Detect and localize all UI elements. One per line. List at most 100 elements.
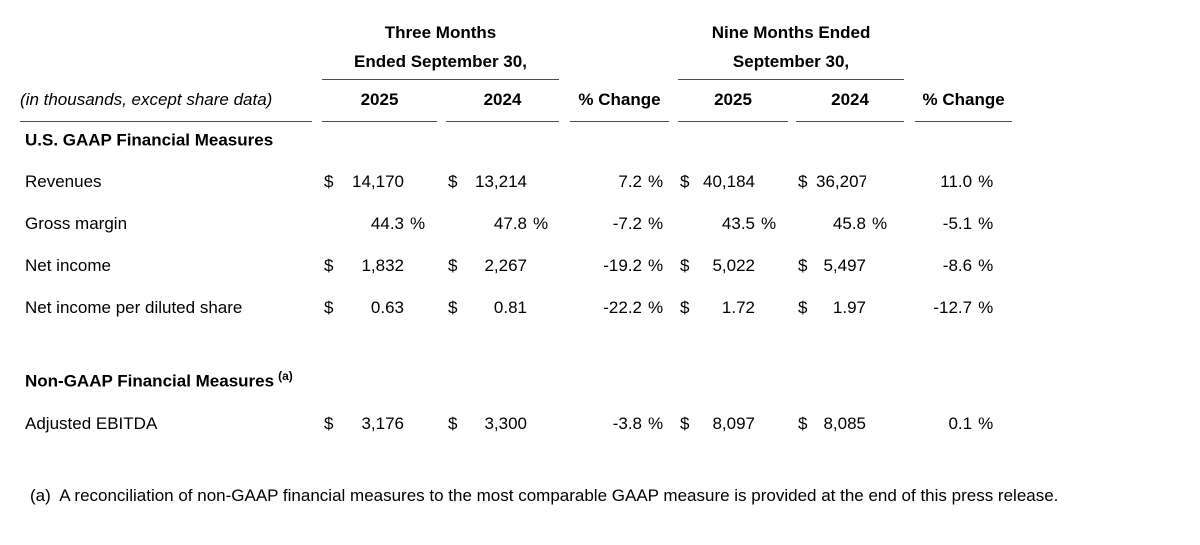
currency-symbol: $ xyxy=(448,172,458,191)
cell-value: -22.2 xyxy=(603,298,642,317)
currency-symbol xyxy=(796,203,816,245)
cell-value: 8,085 xyxy=(823,414,866,433)
percent-sign xyxy=(755,402,788,446)
cell-value: 0.81 xyxy=(493,298,527,317)
col-header-tm-change: % Change xyxy=(570,79,669,122)
percent-sign: % xyxy=(648,256,664,275)
cell-value: 8,097 xyxy=(712,414,755,433)
col-header-nm-2025: 2025 xyxy=(678,79,788,122)
table-row: Adjusted EBITDA $ 3,176 $ 3,300 -3.8 % $… xyxy=(20,402,1012,446)
col-header-nm-2024: 2024 xyxy=(796,79,905,122)
group-title-nine-months: Nine Months Ended xyxy=(711,23,871,42)
cell-value: 1.97 xyxy=(832,298,866,317)
currency-symbol: $ xyxy=(324,298,334,317)
percent-sign xyxy=(404,161,437,203)
percent-sign xyxy=(527,402,559,446)
cell-value: -5.1 xyxy=(942,214,973,233)
cell-value: -8.6 xyxy=(942,256,973,275)
percent-sign xyxy=(866,161,904,203)
currency-symbol: $ xyxy=(798,172,808,191)
row-label: Revenues xyxy=(25,172,102,191)
percent-sign: % xyxy=(978,256,994,275)
press-release-page: { "table": { "note": "(in thousands, exc… xyxy=(0,8,1200,545)
percent-sign xyxy=(755,245,788,287)
currency-symbol xyxy=(322,203,342,245)
row-label: Net income per diluted share xyxy=(25,298,243,317)
cell-value: -7.2 xyxy=(612,214,642,233)
percent-sign xyxy=(755,287,788,329)
table-row: Net income $ 1,832 $ 2,267 -19.2 % $ 5,0… xyxy=(20,245,1012,287)
group-title-three-months: Three Months xyxy=(384,23,497,42)
percent-sign xyxy=(866,402,904,446)
cell-value: 40,184 xyxy=(703,172,755,191)
percent-sign xyxy=(866,245,904,287)
percent-sign xyxy=(527,287,559,329)
percent-sign xyxy=(866,287,904,329)
cell-value: -19.2 xyxy=(603,256,642,275)
currency-symbol: $ xyxy=(680,256,690,275)
cell-value: 14,170 xyxy=(352,172,404,191)
col-header-tm-2024: 2024 xyxy=(446,79,559,122)
table-row: Revenues $ 14,170 $ 13,214 7.2 % $ 40,18… xyxy=(20,161,1012,203)
cell-value: 0.63 xyxy=(370,298,404,317)
percent-sign xyxy=(527,161,559,203)
currency-symbol: $ xyxy=(798,256,808,275)
spacer-row xyxy=(20,329,1012,362)
cell-value: 47.8 xyxy=(493,214,527,233)
percent-sign xyxy=(527,245,559,287)
percent-sign: % xyxy=(978,214,994,233)
currency-symbol xyxy=(678,203,698,245)
row-label: Adjusted EBITDA xyxy=(25,414,158,433)
units-note: (in thousands, except share data) xyxy=(20,79,312,122)
currency-symbol: $ xyxy=(448,414,458,433)
percent-sign: % xyxy=(872,214,888,233)
percent-sign: % xyxy=(648,214,664,233)
row-label: Gross margin xyxy=(25,214,128,233)
section-title-non-gaap: Non-GAAP Financial Measures xyxy=(25,372,275,391)
percent-sign: % xyxy=(648,298,664,317)
currency-symbol: $ xyxy=(680,414,690,433)
cell-value: 2,267 xyxy=(484,256,527,275)
cell-value: 0.1 xyxy=(948,414,973,433)
cell-value: -3.8 xyxy=(612,414,642,433)
currency-symbol: $ xyxy=(324,256,334,275)
percent-sign xyxy=(404,402,437,446)
cell-value: 11.0 xyxy=(940,172,973,191)
currency-symbol: $ xyxy=(324,172,334,191)
footnote-marker: (a) xyxy=(278,369,293,384)
cell-value: 13,214 xyxy=(475,172,527,191)
financial-measures-table: Three Months Nine Months Ended Ended Sep… xyxy=(20,8,1013,446)
percent-sign: % xyxy=(978,298,994,317)
group-header-row-2: Ended September 30, September 30, xyxy=(20,46,1012,80)
table-row: Net income per diluted share $ 0.63 $ 0.… xyxy=(20,287,1012,329)
cell-value: 7.2 xyxy=(618,172,642,191)
percent-sign: % xyxy=(648,414,664,433)
currency-symbol: $ xyxy=(680,298,690,317)
percent-sign: % xyxy=(648,172,664,191)
row-label: Net income xyxy=(25,256,111,275)
percent-sign: % xyxy=(978,172,994,191)
section-title-gaap: U.S. GAAP Financial Measures xyxy=(25,131,274,150)
percent-sign xyxy=(404,245,437,287)
group-subtitle-three-months: Ended September 30, xyxy=(322,46,559,80)
percent-sign xyxy=(755,161,788,203)
cell-value: 5,497 xyxy=(823,256,866,275)
cell-value: 1,832 xyxy=(361,256,404,275)
section-header-row: U.S. GAAP Financial Measures xyxy=(20,121,1012,161)
group-header-row-1: Three Months Nine Months Ended xyxy=(20,8,1012,46)
percent-sign xyxy=(404,287,437,329)
cell-value: 36,207 xyxy=(816,172,866,191)
currency-symbol: $ xyxy=(448,256,458,275)
cell-value: -12.7 xyxy=(933,298,973,317)
cell-value: 5,022 xyxy=(712,256,755,275)
col-header-tm-2025: 2025 xyxy=(322,79,437,122)
percent-sign: % xyxy=(761,214,777,233)
section-header-row: Non-GAAP Financial Measures (a) xyxy=(20,362,1012,402)
currency-symbol: $ xyxy=(448,298,458,317)
cell-value: 3,300 xyxy=(484,414,527,433)
cell-value: 1.72 xyxy=(721,298,755,317)
currency-symbol: $ xyxy=(324,414,334,433)
column-header-row: (in thousands, except share data) 2025 2… xyxy=(20,79,1013,122)
cell-value: 3,176 xyxy=(361,414,404,433)
currency-symbol: $ xyxy=(798,414,808,433)
